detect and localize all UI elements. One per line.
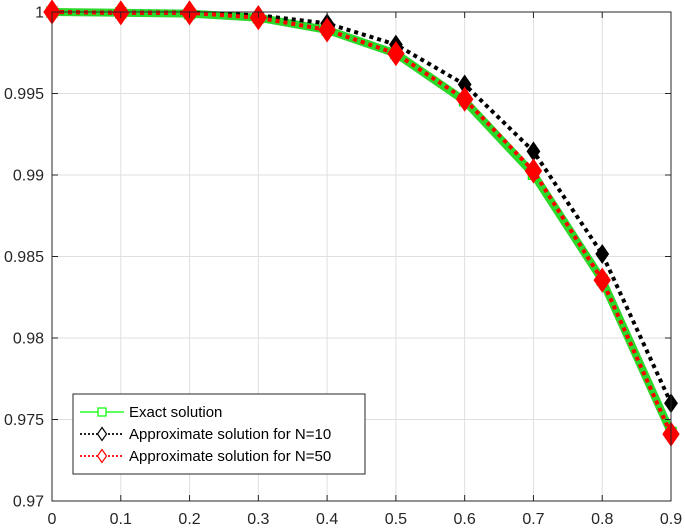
y-tick-label: 0.985: [4, 249, 44, 266]
x-tick-label: 0: [48, 511, 57, 528]
data-point: [593, 267, 611, 293]
legend-label: Exact solution: [129, 404, 222, 421]
y-tick-label: 0.98: [13, 331, 44, 348]
square-marker-icon: [97, 407, 107, 417]
diamond-marker-icon: [96, 426, 108, 442]
y-tick-label: 1: [35, 5, 44, 22]
series-line-approximate-solution-for-n-10: [51, 10, 673, 405]
data-point: [524, 158, 543, 184]
y-tick-label: 0.97: [13, 494, 44, 511]
series-line-approximate-solution-for-n-50: [51, 10, 673, 435]
legend-label: Approximate solution for N=50: [129, 448, 331, 465]
legend-item-exact-solution: Exact solution: [80, 404, 222, 421]
legend-label: Approximate solution for N=10: [129, 426, 331, 443]
x-tick-label: 0.2: [178, 511, 200, 528]
data-point: [595, 244, 610, 265]
data-point: [318, 17, 336, 43]
diamond-marker-icon: [96, 448, 108, 464]
legend-item-approximate-solution-for-n-10: Approximate solution for N=10: [80, 426, 331, 443]
y-tick-label: 0.975: [4, 412, 44, 429]
axis-ticks: 0 0.1 0.2 0.3 0.4 0.5 0.6 0.7 0.8 0.9 0.97 0.975 0.9…: [4, 5, 682, 529]
data-point: [387, 40, 405, 67]
x-tick-label: 0.6: [454, 511, 476, 528]
x-tick-label: 0.8: [591, 511, 613, 528]
legend: Exact solution Approximate solution for N…: [72, 393, 366, 475]
x-tick-label: 0.4: [316, 511, 338, 528]
x-tick-label: 0.7: [522, 511, 544, 528]
x-tick-label: 0.3: [247, 511, 269, 528]
x-tick-label: 0.5: [385, 511, 407, 528]
y-tick-label: 0.99: [13, 168, 44, 185]
x-tick-label: 0.9: [660, 511, 682, 528]
y-tick-label: 0.995: [4, 86, 44, 103]
data-point: [455, 86, 474, 112]
x-tick-label: 0.1: [110, 511, 132, 528]
legend-rows: Exact solution Approximate solution for N…: [80, 404, 331, 465]
legend-item-approximate-solution-for-n-50: Approximate solution for N=50: [80, 448, 331, 465]
series-layer: [43, 0, 680, 447]
